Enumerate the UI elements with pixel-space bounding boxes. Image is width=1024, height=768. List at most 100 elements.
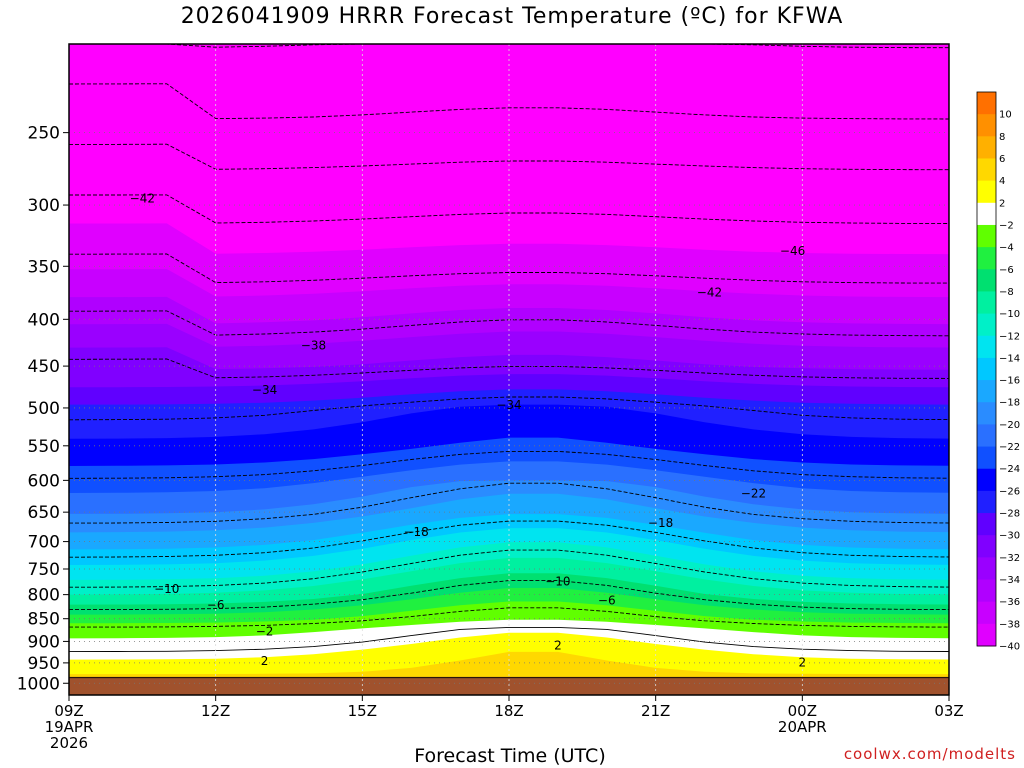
contour-label: 2 — [554, 638, 562, 652]
colorbar-swatch — [977, 513, 996, 536]
x-tick-label: 12Z — [201, 702, 230, 720]
colorbar-swatch — [977, 468, 996, 492]
contour-m38 — [69, 253, 949, 284]
contour-label: −22 — [741, 486, 766, 500]
y-tick-label: 900 — [28, 632, 60, 652]
y-tick-label: 500 — [28, 399, 60, 419]
y-tick-label: 550 — [28, 437, 60, 457]
colorbar-label: −34 — [999, 575, 1020, 586]
colorbar-swatch — [977, 158, 996, 182]
colorbar-swatch — [977, 535, 996, 558]
y-tick-label: 350 — [28, 257, 60, 277]
colorbar-label: 10 — [999, 110, 1012, 121]
colorbar-swatch — [977, 202, 996, 226]
colorbar-swatch — [977, 490, 996, 514]
colorbar-swatch — [977, 269, 996, 292]
contour-m42 — [69, 194, 949, 224]
colorbar-label: −18 — [999, 398, 1020, 409]
x-tick-label: 00Z — [788, 702, 817, 720]
contour-label: −34 — [496, 398, 521, 412]
colorbar-label: −26 — [999, 486, 1020, 497]
colorbar-swatch — [977, 424, 996, 448]
x-tick-label: 09Z — [54, 702, 83, 720]
y-tick-label: 650 — [28, 503, 60, 523]
colorbar-swatch — [977, 313, 996, 337]
colorbar-label: −4 — [999, 243, 1014, 254]
contour-label: −18 — [403, 525, 428, 539]
colorbar-label: −36 — [999, 597, 1020, 608]
colorbar-label: −32 — [999, 553, 1020, 564]
y-tick-label: 850 — [28, 610, 60, 630]
y-tick-label: 600 — [28, 471, 60, 491]
y-tick-label: 250 — [28, 124, 60, 144]
y-tick-label: 800 — [28, 586, 60, 606]
contour-label: −38 — [301, 338, 326, 352]
colorbar-label: −10 — [999, 309, 1020, 320]
colorbar-swatch — [977, 380, 996, 403]
colorbar-swatch — [977, 601, 996, 625]
contour-label: −42 — [130, 191, 155, 205]
colorbar-swatch — [977, 579, 996, 603]
colorbar-label: −24 — [999, 464, 1020, 475]
contour-label: 2 — [261, 654, 269, 668]
x-tick-label: 15Z — [348, 702, 377, 720]
colorbar-swatch — [977, 446, 996, 470]
contour-m50 — [69, 83, 949, 120]
contour-m18 — [69, 482, 949, 524]
contour-label: −2 — [256, 625, 274, 639]
colorbar-swatch — [977, 557, 996, 581]
y-tick-label: 750 — [28, 560, 60, 580]
contour-label: −46 — [780, 244, 805, 258]
contour-label: −6 — [207, 598, 225, 612]
contour-label: −10 — [154, 582, 179, 596]
colorbar-swatch — [977, 247, 996, 270]
x-tick-sublabel: 2026 — [50, 734, 88, 752]
contour-label: −18 — [648, 516, 673, 530]
contour-label: −42 — [697, 286, 722, 300]
contour-label: −34 — [252, 383, 277, 397]
y-tick-label: 400 — [28, 310, 60, 330]
colorbar-label: 4 — [999, 176, 1005, 187]
colorbar-swatch — [977, 623, 996, 647]
contour-label: −6 — [598, 594, 616, 608]
x-tick-label: 03Z — [934, 702, 963, 720]
colorbar-label: −40 — [999, 642, 1020, 653]
x-tick-sublabel: 19APR — [45, 718, 94, 736]
colorbar-label: −8 — [999, 287, 1014, 298]
colorbar-swatch — [977, 136, 996, 159]
colorbar-swatch — [977, 357, 996, 381]
colorbar-label: −20 — [999, 420, 1020, 431]
colorbar-label: −14 — [999, 353, 1020, 364]
colorbar-label: −6 — [999, 265, 1014, 276]
x-tick-label: 18Z — [494, 702, 523, 720]
y-tick-label: 450 — [28, 357, 60, 377]
contour-label: −10 — [545, 575, 570, 589]
source-credit: coolwx.com/modelts — [843, 745, 1016, 763]
colorbar-swatch — [977, 335, 996, 359]
x-axis-label: Forecast Time (UTC) — [414, 745, 606, 767]
colorbar-label: −22 — [999, 442, 1020, 453]
contour-m30 — [69, 358, 949, 379]
colorbar-label: 8 — [999, 132, 1005, 143]
x-tick-sublabel: 20APR — [778, 718, 827, 736]
y-tick-label: 1000 — [17, 674, 60, 694]
y-tick-label: 700 — [28, 533, 60, 553]
colorbar-swatch — [977, 114, 996, 137]
x-tick-label: 21Z — [641, 702, 670, 720]
y-tick-label: 950 — [28, 654, 60, 674]
colorbar-swatch — [977, 92, 996, 115]
y-tick-label: 300 — [28, 196, 60, 216]
colorbar-label: −12 — [999, 331, 1020, 342]
colorbar-label: 2 — [999, 198, 1005, 209]
colorbar-swatch — [977, 402, 996, 425]
colorbar-label: −28 — [999, 509, 1020, 520]
colorbar-label: −2 — [999, 220, 1014, 231]
chart-title: 2026041909 HRRR Forecast Temperature (ºC… — [180, 4, 844, 29]
contour-m54 — [69, 44, 949, 49]
colorbar-swatch — [977, 180, 996, 204]
colorbar-swatch — [977, 224, 996, 248]
colorbar-swatch — [977, 291, 996, 315]
colorbar-label: −38 — [999, 619, 1020, 630]
colorbar-label: −30 — [999, 531, 1020, 542]
